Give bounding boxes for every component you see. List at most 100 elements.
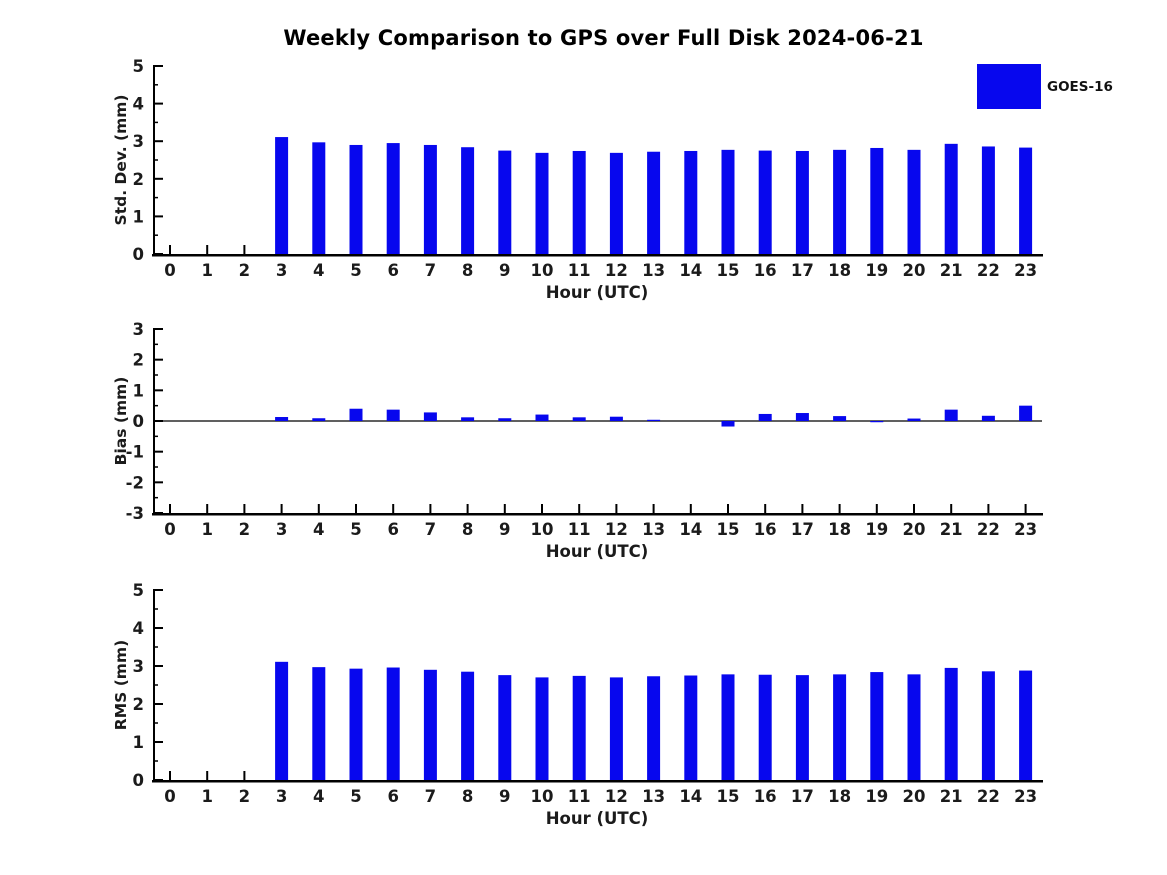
bar-hour-5	[349, 668, 363, 780]
x-tick-label: 20	[903, 261, 926, 280]
x-tick-label: 7	[425, 520, 436, 539]
x-tick-label: 10	[531, 520, 554, 539]
bar-hour-9	[498, 418, 512, 421]
bar-hour-22	[981, 415, 995, 421]
x-tick-label: 16	[754, 261, 777, 280]
x-tick-label: 5	[350, 520, 361, 539]
bar-hour-10	[535, 677, 549, 780]
legend-swatch-goes16	[977, 64, 1041, 109]
x-tick-label: 12	[605, 520, 628, 539]
y-tick-label: 4	[133, 95, 144, 114]
bar-hour-20	[907, 418, 921, 421]
bar-hour-5	[349, 408, 363, 421]
x-tick-label: 14	[679, 520, 702, 539]
x-tick-label: 10	[531, 787, 554, 806]
x-tick-label: 0	[164, 261, 175, 280]
x-tick-label: 15	[717, 261, 740, 280]
bar-hour-21	[944, 667, 958, 780]
bar-hour-13	[647, 419, 661, 421]
x-tick-label: 16	[754, 520, 777, 539]
y-tick-label: 3	[133, 657, 144, 676]
bar-hour-18	[833, 149, 847, 254]
y-tick-label: 2	[133, 695, 144, 714]
x-tick-label: 17	[791, 520, 814, 539]
x-tick-label: 20	[903, 520, 926, 539]
x-tick-label: 22	[977, 520, 1000, 539]
x-tick-label: 1	[201, 787, 212, 806]
y-tick-label: 2	[133, 170, 144, 189]
bar-hour-23	[1019, 670, 1033, 780]
x-tick-label: 20	[903, 787, 926, 806]
x-tick-label: 11	[568, 787, 591, 806]
x-tick-label: 6	[387, 787, 398, 806]
bar-hour-12	[609, 677, 623, 780]
x-tick-label: 15	[717, 520, 740, 539]
x-tick-label: 17	[791, 787, 814, 806]
x-tick-label: 22	[977, 787, 1000, 806]
x-tick-label: 14	[679, 261, 702, 280]
bar-hour-23	[1019, 405, 1033, 421]
bar-hour-3	[275, 137, 289, 254]
x-tick-label: 6	[387, 261, 398, 280]
x-axis-title: Hour (UTC)	[546, 283, 649, 302]
x-tick-label: 12	[605, 261, 628, 280]
bar-hour-23	[1019, 147, 1033, 254]
x-tick-label: 7	[425, 787, 436, 806]
x-tick-label: 19	[865, 261, 888, 280]
x-tick-label: 11	[568, 261, 591, 280]
bar-hour-7	[423, 144, 437, 254]
legend-label: GOES-16	[1047, 79, 1113, 95]
x-tick-label: 18	[828, 261, 851, 280]
bar-hour-15	[721, 149, 735, 254]
x-tick-label: 14	[679, 787, 702, 806]
x-tick-label: 13	[642, 520, 665, 539]
bar-hour-19	[870, 672, 884, 780]
y-tick-label: 1	[133, 207, 144, 226]
y-tick-label: -1	[126, 443, 144, 462]
x-tick-label: 22	[977, 261, 1000, 280]
x-tick-label: 21	[940, 520, 963, 539]
bar-hour-11	[572, 675, 586, 780]
y-tick-label: 0	[133, 771, 144, 790]
bar-hour-12	[609, 152, 623, 254]
y-tick-label: -3	[126, 504, 144, 523]
y-tick-label: 4	[133, 619, 144, 638]
x-tick-label: 19	[865, 520, 888, 539]
x-tick-label: 13	[642, 261, 665, 280]
x-tick-label: 4	[313, 261, 324, 280]
bar-hour-20	[907, 149, 921, 254]
bar-hour-17	[795, 675, 809, 780]
bar-hour-16	[758, 150, 772, 254]
chart-title: Weekly Comparison to GPS over Full Disk …	[283, 26, 924, 50]
y-tick-label: 0	[133, 245, 144, 264]
y-tick-label: 1	[133, 381, 144, 400]
y-tick-label: 3	[133, 132, 144, 151]
bar-hour-3	[275, 417, 289, 421]
x-axis-title: Hour (UTC)	[546, 542, 649, 561]
y-tick-label: 5	[133, 581, 144, 600]
y-tick-label: 3	[133, 320, 144, 339]
bar-hour-7	[423, 669, 437, 780]
x-tick-label: 6	[387, 520, 398, 539]
bar-hour-4	[312, 142, 326, 254]
x-tick-label: 7	[425, 261, 436, 280]
x-tick-label: 13	[642, 787, 665, 806]
x-tick-label: 16	[754, 787, 777, 806]
bar-hour-8	[461, 671, 475, 780]
bar-hour-10	[535, 152, 549, 254]
bar-hour-17	[795, 150, 809, 254]
x-tick-label: 12	[605, 787, 628, 806]
bar-hour-12	[609, 416, 623, 421]
bar-hour-6	[386, 409, 400, 421]
x-tick-label: 2	[239, 787, 250, 806]
bar-hour-14	[684, 150, 698, 254]
y-tick-label: 2	[133, 351, 144, 370]
x-tick-label: 8	[462, 261, 473, 280]
x-tick-label: 3	[276, 787, 287, 806]
x-tick-label: 9	[499, 520, 510, 539]
x-tick-label: 2	[239, 520, 250, 539]
x-tick-label: 10	[531, 261, 554, 280]
